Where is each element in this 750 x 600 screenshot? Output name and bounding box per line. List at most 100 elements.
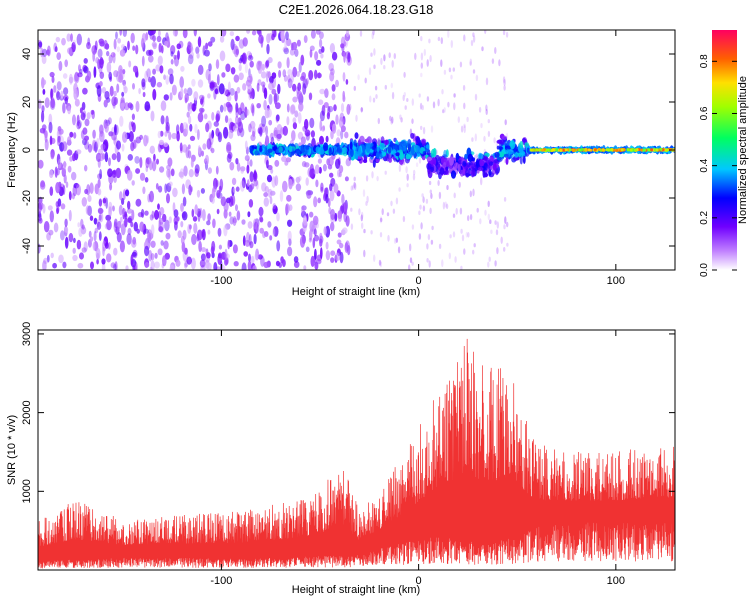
spectrogram-point	[360, 214, 363, 222]
spectrogram-point	[352, 184, 355, 190]
spectrogram-point	[119, 115, 124, 127]
spectrogram-point	[274, 159, 280, 167]
spectrogram-point	[285, 38, 292, 47]
spectrogram-point	[379, 142, 385, 150]
spectrogram-point	[482, 169, 486, 178]
spectrogram-point	[491, 58, 495, 64]
spectrogram-point	[487, 200, 490, 207]
spectrogram-point	[450, 170, 457, 179]
spectrogram-point	[85, 205, 90, 215]
spectrogram-point	[38, 41, 43, 48]
spectrogram-point	[86, 184, 91, 196]
spectrogram-point	[300, 136, 306, 145]
spectrogram-point	[66, 33, 71, 42]
spectrogram-point	[213, 89, 217, 100]
spectrogram-point	[393, 53, 396, 60]
spectrogram-point	[381, 208, 384, 216]
spectrogram-point	[175, 259, 181, 267]
spectrogram-point	[227, 81, 231, 93]
spectrogram-point	[239, 180, 245, 192]
spectrogram-point	[504, 140, 510, 147]
spectrogram-point	[492, 162, 497, 171]
spectrogram-point	[467, 153, 474, 162]
spectrogram-point	[406, 183, 409, 188]
spectrogram-point	[49, 98, 56, 111]
spectrogram-point	[445, 166, 449, 171]
spectrogram-point	[248, 199, 254, 208]
spectrogram-point	[179, 142, 183, 152]
spectrogram-point	[415, 162, 419, 167]
spectrogram-point	[402, 94, 405, 102]
spectrogram-point	[480, 177, 483, 186]
spectrogram-point	[113, 263, 117, 270]
spectrogram-point	[72, 114, 76, 126]
spectrogram-point	[655, 148, 659, 152]
spectrogram-point	[333, 104, 337, 112]
spectrogram-point	[391, 60, 394, 68]
spectrogram-point	[53, 85, 57, 93]
spectrogram-point	[284, 146, 289, 151]
spectrogram-point	[146, 229, 153, 242]
spectrogram-point	[344, 131, 349, 139]
spectrogram-point	[41, 110, 45, 123]
y-tick-label: 40	[21, 48, 33, 60]
spectrogram-point	[317, 197, 322, 204]
spectrogram-point	[496, 221, 499, 229]
spectrogram-point	[339, 242, 344, 249]
spectrogram-point	[93, 230, 97, 242]
spectrogram-point	[96, 221, 102, 230]
spectrogram-point	[344, 176, 349, 182]
spectrogram-point	[353, 139, 357, 147]
spectrogram-point	[132, 83, 135, 90]
spectrogram-point	[230, 67, 236, 75]
spectrogram-point	[185, 123, 189, 135]
spectrogram-point	[183, 88, 188, 95]
spectrogram-point	[303, 265, 307, 270]
spectrogram-point	[226, 94, 232, 102]
spectrogram-ticks: -100 0 100 -40 -20 0 20 40	[21, 30, 675, 287]
spectrogram-point	[84, 118, 90, 127]
spectrogram-point	[288, 238, 292, 246]
spectrogram-point	[350, 207, 353, 212]
spectrogram-point	[268, 93, 273, 105]
spectrogram-point	[420, 138, 427, 144]
spectrogram-point	[119, 30, 122, 36]
spectrogram-point	[429, 189, 432, 194]
spectrogram-point	[519, 141, 524, 149]
spectrogram-point	[213, 121, 219, 127]
spectrogram-point	[320, 53, 324, 59]
spectrogram-point	[538, 148, 542, 152]
spectrogram-point	[103, 99, 108, 107]
spectrogram-point	[345, 240, 350, 252]
spectrogram-point	[310, 255, 315, 267]
spectrogram-point	[40, 47, 44, 58]
spectrogram-point	[314, 51, 319, 61]
spectrogram-point	[167, 157, 173, 167]
spectrogram-point	[80, 112, 86, 121]
spectrogram-point	[452, 213, 456, 218]
spectrogram-point	[484, 209, 487, 216]
spectrogram-point	[108, 206, 112, 217]
spectrogram-point	[97, 48, 103, 58]
spectrogram-point	[46, 254, 50, 263]
spectrogram-point	[422, 126, 426, 135]
spectrogram-point	[212, 218, 216, 229]
spectrogram-point	[474, 133, 477, 142]
spectrogram-point	[455, 207, 458, 215]
spectrogram-point	[116, 232, 122, 243]
spectrogram-point	[286, 116, 290, 126]
spectrogram-point	[263, 261, 270, 269]
spectrogram-point	[194, 204, 198, 215]
spectrogram-point	[215, 59, 220, 70]
spectrogram-point	[371, 31, 374, 40]
spectrogram-point	[275, 260, 280, 267]
spectrogram-point	[197, 210, 201, 222]
spectrogram-point	[460, 169, 464, 177]
spectrogram-point	[379, 216, 383, 224]
spectrogram-point	[615, 149, 618, 152]
spectrogram-point	[362, 189, 366, 198]
spectrogram-point	[503, 79, 506, 86]
spectrogram-point	[249, 171, 254, 183]
spectrogram-point	[48, 229, 54, 236]
spectrogram-point	[315, 179, 319, 188]
